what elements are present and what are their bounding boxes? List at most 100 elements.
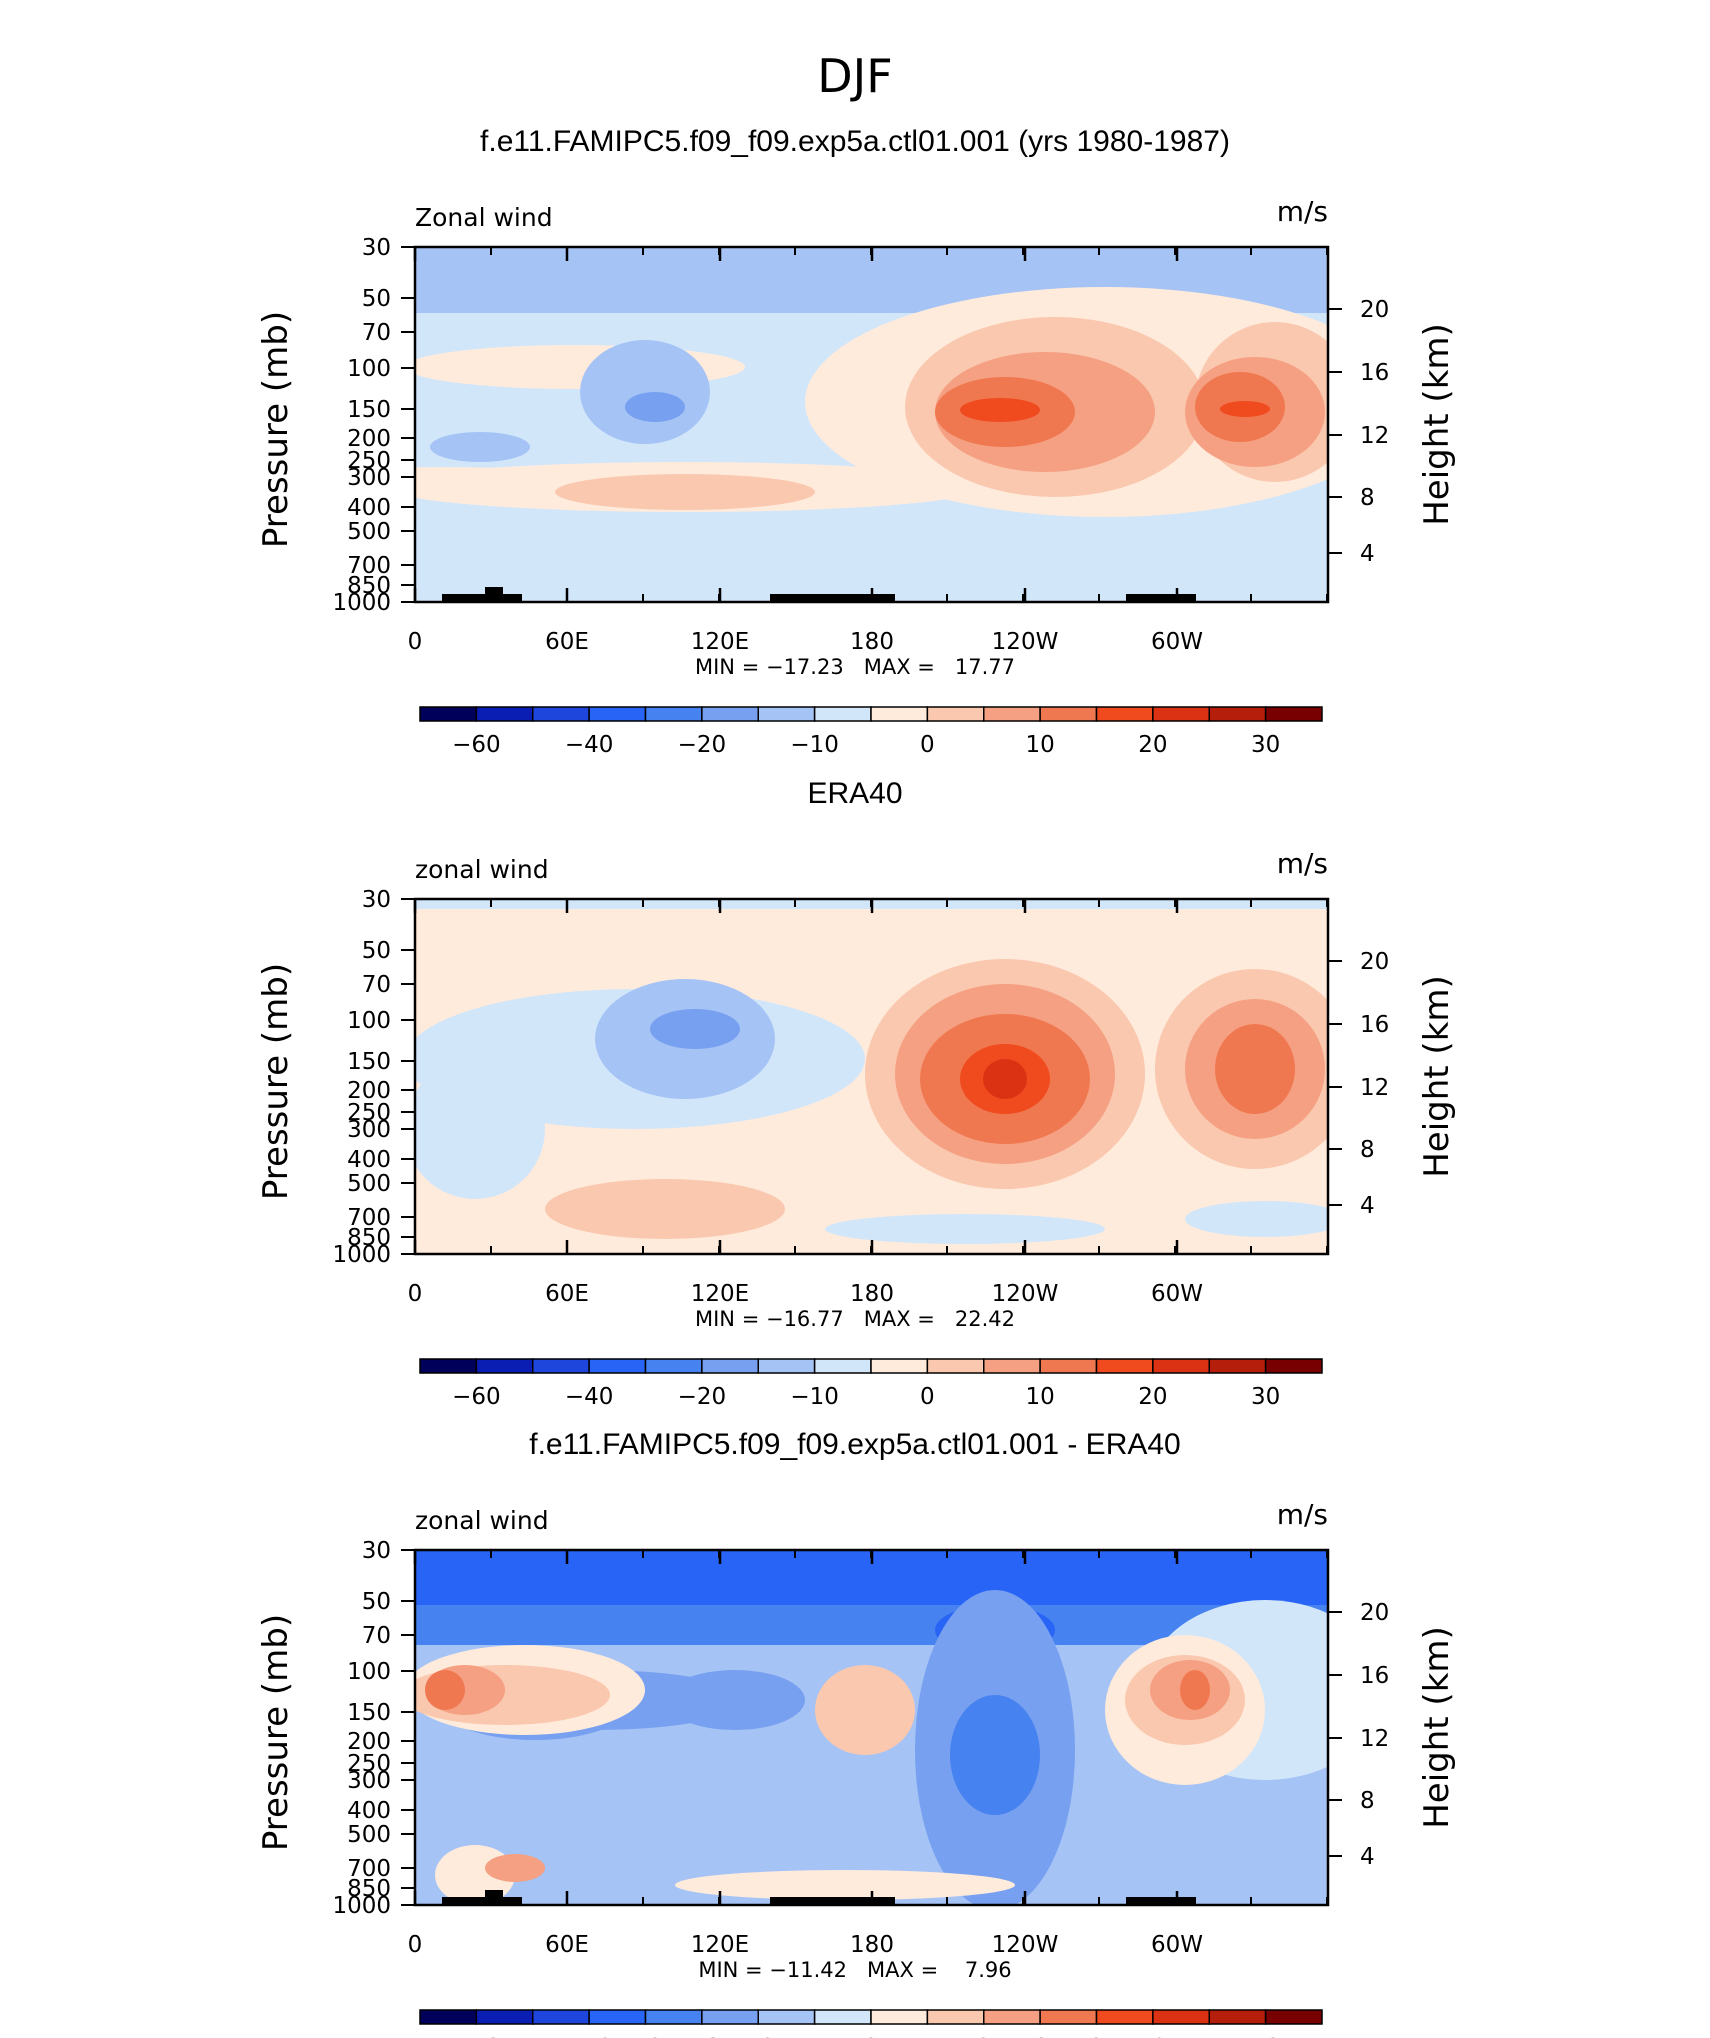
x-tick-label: 120W [992,629,1059,655]
colorbar-box [419,706,478,722]
colorbar-tick-label: −1 [798,2035,832,2038]
colorbar-box [644,706,703,722]
surface-easterly [935,542,1295,592]
x-tick-label: 0 [408,629,423,655]
jet-peak [983,1059,1027,1099]
y-tick-label: 700 [347,1205,391,1231]
y-axis-right: 20 16 12 8 4 [1328,297,1389,567]
colorbar-box [983,2009,1041,2025]
colorbar: −18 −15 −12 −9 −6 −3 −1 0 1 3 6 9 12 15 18 [419,2009,1323,2038]
colorbar: −60 −40 −20 −10 0 10 20 30 [419,1358,1323,1410]
colorbar-tick-label: 10 [1025,1384,1054,1410]
x-tick-label: 180 [850,629,894,655]
y-right-tick-label: 12 [1360,423,1389,449]
y-tick-label: 850 [347,1876,391,1902]
y-right-tick-label: 20 [1360,297,1389,323]
colorbar-box [870,706,929,722]
y-tick-label: 100 [347,1008,391,1034]
y-tick-label: 700 [347,553,391,579]
y-axis-right: 20 16 12 8 4 [1328,949,1389,1219]
y-tick-label: 300 [347,465,391,491]
y-tick-label: 150 [347,1700,391,1726]
colorbar-box [701,2009,759,2025]
y-tick-label: 100 [347,1659,391,1685]
units-label: m/s [1277,847,1328,880]
colorbar-box [475,1358,534,1374]
y-tick-label: 70 [362,1623,391,1649]
min-max-label: MIN = −17.23 MAX = 17.77 [695,655,1015,679]
colorbar-box [813,706,872,722]
y-right-tick-label: 8 [1360,485,1375,511]
colorbar-tick-label: −60 [452,1384,501,1410]
x-tick-label: 180 [850,1281,894,1307]
colorbar-box [757,1358,816,1374]
y-tick-label: 150 [347,1049,391,1075]
y-tick-label: 300 [347,1768,391,1794]
colorbar-tick-label: 30 [1251,1384,1280,1410]
colorbar-box [419,2009,478,2025]
colorbar-box [1039,706,1098,722]
y-tick-label: 250 [347,1100,391,1126]
x-axis: 0 60E 120E 180 120W 60W [408,247,1328,655]
colorbar-tick-label: −10 [790,1384,839,1410]
colorbar-box [1152,1358,1210,1374]
surface-pos-2 [675,1870,1015,1900]
y-tick-label: 500 [347,519,391,545]
topography [442,1890,1196,1905]
colorbar-box [926,706,985,722]
colorbar-box [588,706,647,722]
y-tick-label: 250 [347,1751,391,1777]
colorbar: −60 −40 −20 −10 0 10 20 30 [419,706,1323,758]
y-right-tick-label: 12 [1360,1075,1389,1101]
colorbar-tick-label: 9 [1089,2035,1104,2038]
colorbar-box [644,2009,703,2025]
colorbar-tick-label: 20 [1138,732,1167,758]
y-axis-title: Pressure (mb) [256,963,296,1200]
y-tick-label: 30 [362,1538,391,1564]
y-tick-label: 200 [347,426,391,452]
colorbar-box [926,2009,985,2025]
colorbar-box [475,706,534,722]
colorbar-tick-label: −10 [790,732,839,758]
y-tick-label: 1000 [332,1242,391,1268]
y-tick-label: 500 [347,1822,391,1848]
x-tick-label: 120W [992,1281,1059,1307]
colorbar-tick-label: 1 [920,2035,935,2038]
colorbar-box [983,1358,1041,1374]
colorbar-box [870,2009,929,2025]
units-label: m/s [1277,1498,1328,1531]
x-tick-label: 0 [408,1932,423,1958]
y-tick-label: 400 [347,1798,391,1824]
panel-title: ERA40 [807,777,902,810]
jet-peak-1 [960,398,1040,422]
colorbar-tick-label: −15 [508,2035,557,2038]
y-tick-label: 200 [347,1729,391,1755]
colorbar-box [1095,1358,1154,1374]
colorbar-tick-label: 0 [920,1384,935,1410]
x-axis: 0 60E 120E 180 120W 60W [408,1550,1328,1958]
colorbar-box [983,706,1041,722]
colorbar-tick-label: 3 [976,2035,991,2038]
units-label: m/s [1277,195,1328,228]
colorbar-tick-label: −9 [629,2035,663,2038]
y-right-tick-label: 16 [1360,1663,1389,1689]
contour-field [415,899,1328,1254]
colorbar-box [1208,706,1267,722]
colorbar-tick-label: −40 [565,732,614,758]
x-tick-label: 0 [408,1281,423,1307]
variable-label: Zonal wind [415,203,553,232]
surface-westerly [545,1179,785,1239]
colorbar-box [1039,2009,1098,2025]
y-right-tick-label: 16 [1360,1012,1389,1038]
colorbar-tick-label: 30 [1251,732,1280,758]
colorbar-box [870,1358,929,1374]
x-tick-label: 60W [1151,629,1203,655]
colorbar-box [701,706,759,722]
y-right-tick-label: 4 [1360,1193,1375,1219]
y-tick-label: 100 [347,356,391,382]
x-tick-label: 180 [850,1932,894,1958]
y-tick-label: 1000 [332,1893,391,1919]
x-tick-label: 60W [1151,1281,1203,1307]
pos-middle [815,1665,915,1755]
negative-band-3 [665,1670,805,1730]
